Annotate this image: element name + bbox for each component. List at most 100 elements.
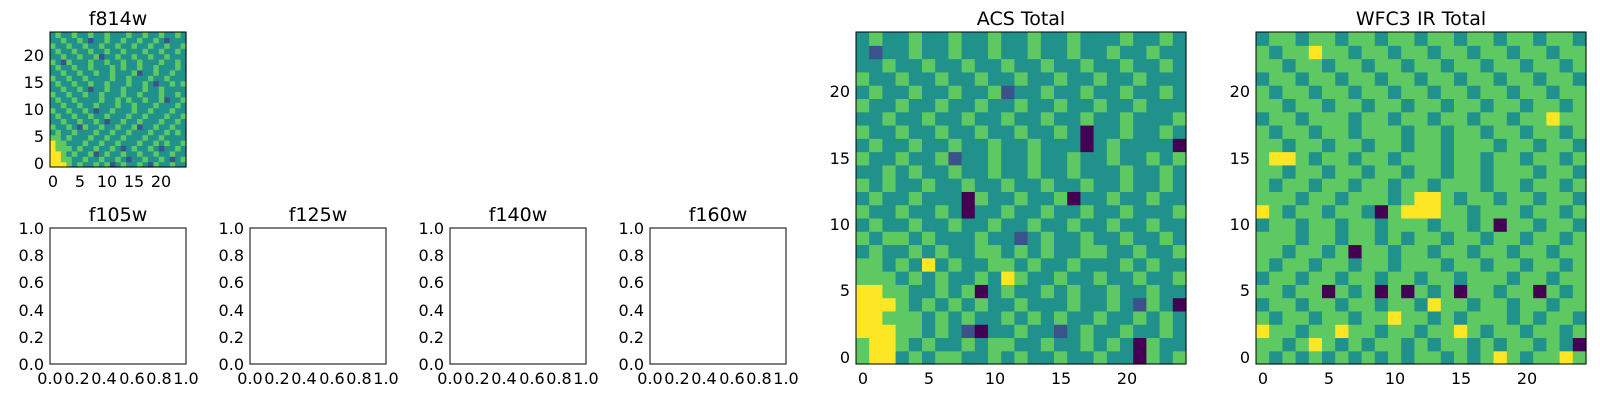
heatmap-cell — [131, 145, 138, 152]
heatmap-cell — [1480, 85, 1495, 99]
heatmap-cell — [88, 69, 95, 76]
heatmap-cell — [147, 113, 154, 119]
heatmap-cell — [922, 98, 936, 113]
heatmap-cell — [115, 75, 122, 82]
heatmap-cell — [66, 107, 73, 114]
x-tick-labels-wfc3-ir-total: 0 5 10 15 20 — [1258, 369, 1537, 388]
heatmap-cell — [60, 59, 67, 65]
heatmap-cell — [908, 71, 923, 86]
heatmap-cell — [71, 107, 78, 114]
heatmap-cell — [1120, 164, 1134, 179]
heatmap-cell — [104, 123, 111, 130]
heatmap-cell — [137, 75, 144, 82]
heatmap-cell — [1374, 32, 1389, 46]
heatmap-cell — [1256, 324, 1270, 339]
heatmap-cell — [1467, 257, 1481, 272]
y-tick-label: 0.0 — [219, 355, 244, 374]
heatmap-cell — [109, 37, 116, 44]
heatmap-cell — [1335, 204, 1349, 219]
heatmap-cell — [147, 134, 154, 141]
heatmap-cell — [895, 111, 910, 126]
heatmap-cell — [1467, 337, 1481, 352]
heatmap-cell — [1454, 204, 1468, 219]
heatmap-cell — [1348, 271, 1363, 285]
heatmap-cell — [93, 150, 100, 157]
heatmap-cell — [169, 145, 176, 152]
heatmap-cell — [175, 145, 182, 152]
heatmap-cell — [1520, 98, 1534, 113]
heatmap-cell — [1506, 71, 1521, 86]
heatmap-cell — [1480, 151, 1495, 166]
heatmap-cell — [1106, 138, 1121, 153]
heatmap-cell — [1361, 138, 1376, 153]
heatmap-cell — [1414, 58, 1429, 73]
heatmap-cell — [147, 129, 154, 136]
heatmap-cell — [98, 59, 105, 65]
heatmap-cell — [175, 86, 182, 92]
heatmap-cell — [869, 204, 883, 219]
heatmap-cell — [988, 191, 1002, 206]
heatmap-cell — [158, 69, 165, 76]
heatmap-cell — [66, 48, 73, 55]
heatmap-cell — [98, 123, 105, 130]
heatmap-cell — [98, 32, 105, 38]
heatmap-cell — [1040, 257, 1055, 272]
x-tick-label: 0 — [48, 172, 58, 191]
heatmap-cell — [77, 134, 84, 141]
heatmap-cell — [158, 140, 165, 146]
heatmap-cell — [1093, 191, 1108, 206]
heatmap-cell — [1146, 191, 1161, 206]
heatmap-cell — [961, 324, 976, 339]
heatmap-cell — [1388, 257, 1402, 272]
heatmap-cell — [82, 86, 89, 92]
heatmap-cell — [71, 86, 78, 92]
heatmap-cell — [1467, 58, 1481, 73]
heatmap-cell — [1159, 244, 1174, 259]
heatmap-cell — [1159, 324, 1174, 339]
heatmap-cell — [1520, 310, 1534, 325]
heatmap-cell — [961, 231, 976, 246]
heatmap-cell — [120, 156, 127, 163]
heatmap-cell — [1520, 271, 1534, 285]
heatmap-cell — [1040, 310, 1055, 325]
y-tick-label: 0.0 — [619, 355, 644, 374]
heatmap-cell — [1414, 111, 1429, 126]
heatmap-cell — [131, 150, 138, 157]
heatmap-cell — [153, 113, 160, 119]
heatmap-cell — [1133, 58, 1147, 73]
heatmap-cell — [1572, 124, 1587, 139]
heatmap-cell — [1014, 98, 1029, 113]
heatmap-cell — [66, 140, 73, 146]
heatmap-cell — [1159, 151, 1174, 166]
heatmap-cell — [1401, 324, 1415, 339]
y-tick-labels-f160w: 0.0 0.2 0.4 0.6 0.8 1.0 — [619, 219, 644, 374]
heatmap-cell — [82, 48, 89, 55]
heatmap-cell — [175, 91, 182, 98]
heatmap-cell — [180, 64, 187, 71]
heatmap-cell — [1533, 310, 1547, 325]
heatmap-cell — [948, 98, 963, 113]
x-tick-label: 0.8 — [146, 369, 171, 388]
heatmap-cell — [77, 75, 84, 82]
heatmap-cell — [1533, 231, 1547, 246]
heatmap-cell — [104, 113, 111, 119]
heatmap-cell — [1269, 151, 1283, 166]
heatmap-cell — [71, 161, 78, 168]
heatmap-cell — [1159, 217, 1174, 232]
heatmap-cell — [131, 59, 138, 65]
heatmap-cell — [66, 75, 73, 82]
heatmap-cell — [1014, 257, 1029, 272]
heatmap-cell — [1572, 45, 1587, 60]
heatmap-cell — [1146, 111, 1161, 126]
heatmap-cell — [1335, 271, 1349, 285]
heatmap-cell — [1414, 271, 1429, 285]
heatmap-cell — [1054, 204, 1068, 219]
heatmap-cell — [1480, 204, 1495, 219]
heatmap-cell — [153, 150, 160, 157]
heatmap-cell — [869, 71, 883, 86]
heatmap-cell — [1133, 45, 1147, 60]
heatmap-cell — [60, 75, 67, 82]
heatmap-cell — [1133, 71, 1147, 86]
heatmap-cell — [1520, 231, 1534, 246]
heatmap-cell — [158, 37, 165, 44]
